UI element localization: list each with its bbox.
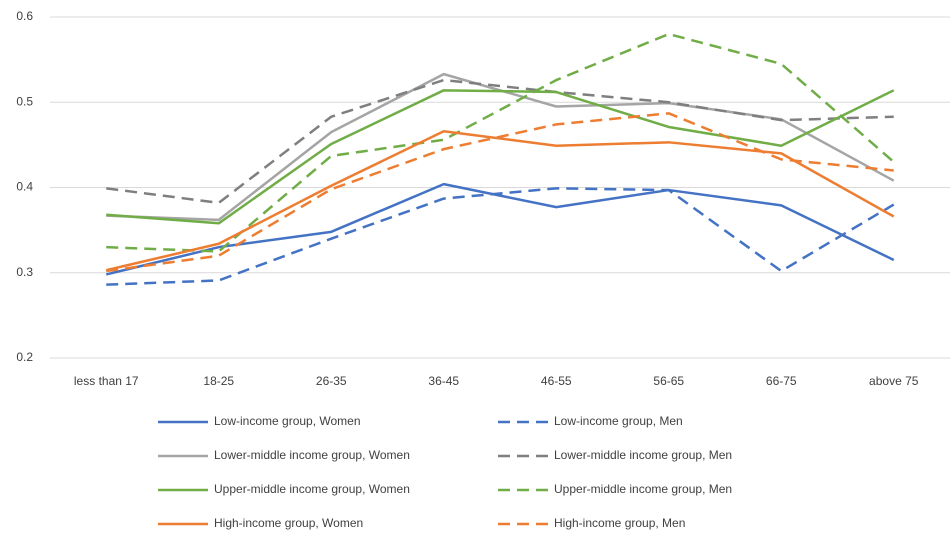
x-tick-label: above 75	[869, 374, 919, 388]
legend-label: Low-income group, Men	[554, 414, 683, 428]
legend-label: High-income group, Men	[554, 516, 685, 530]
series-line	[106, 112, 894, 273]
x-tick-label: 18-25	[203, 374, 234, 388]
y-tick-label: 0.2	[16, 350, 33, 364]
legend-label: Low-income group, Women	[214, 414, 361, 428]
series-line	[106, 78, 894, 205]
y-tick-label: 0.6	[16, 9, 33, 23]
y-tick-label: 0.4	[16, 180, 33, 194]
y-tick-label: 0.3	[16, 265, 33, 279]
legend-label: Lower-middle income group, Women	[214, 448, 410, 462]
x-tick-label: 66-75	[766, 374, 797, 388]
y-tick-label: 0.5	[16, 94, 33, 108]
x-tick-label: 26-35	[316, 374, 347, 388]
series-line	[106, 32, 895, 253]
legend-label: Lower-middle income group, Men	[554, 448, 732, 462]
legend-label: High-income group, Women	[214, 516, 363, 530]
x-tick-label: less than 17	[74, 374, 139, 388]
series-line	[106, 187, 895, 286]
x-tick-label: 56-65	[653, 374, 684, 388]
x-tick-label: 36-45	[428, 374, 459, 388]
series-line	[105, 129, 895, 272]
legend-label: Upper-middle income group, Women	[214, 482, 410, 496]
x-tick-label: 46-55	[541, 374, 572, 388]
series-line	[106, 89, 895, 225]
legend-label: Upper-middle income group, Men	[554, 482, 732, 496]
